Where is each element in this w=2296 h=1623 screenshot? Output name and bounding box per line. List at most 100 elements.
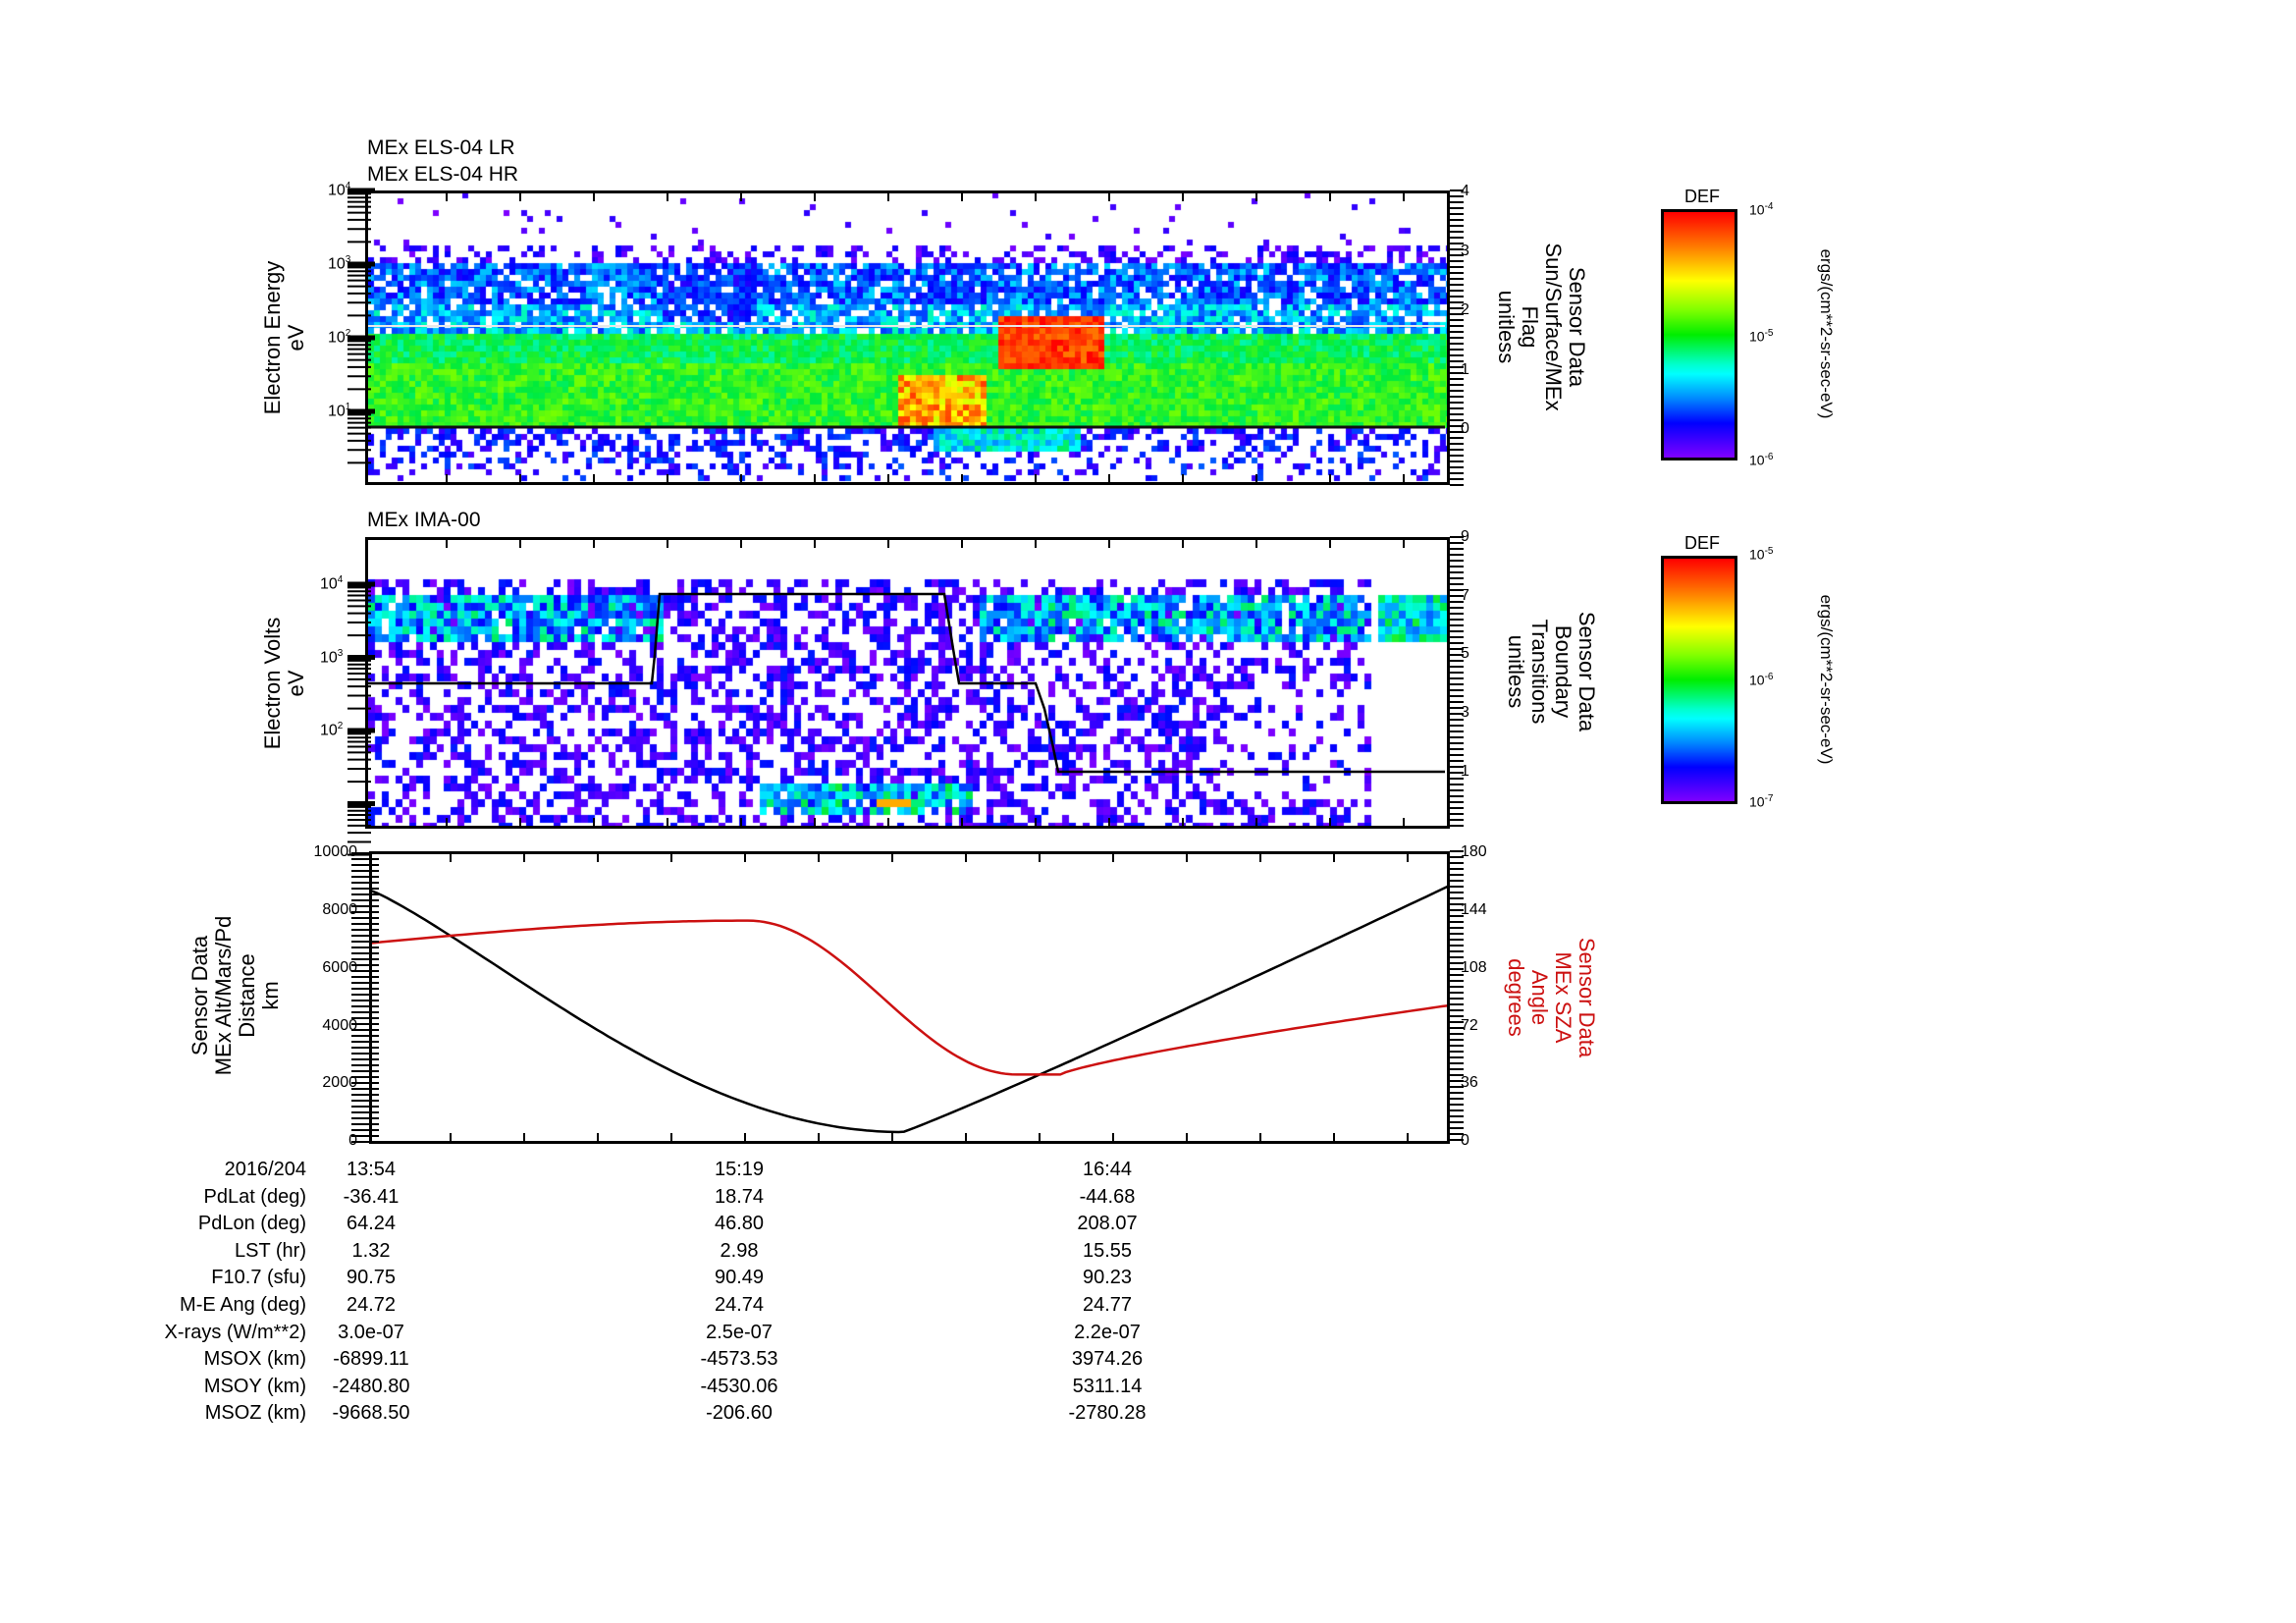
ima-plot-frame [365, 537, 1450, 829]
ephemeris-label: F10.7 (sfu) [211, 1267, 306, 1289]
ima-colorbar-label: DEF [1684, 533, 1720, 553]
ima-rtick-5: 5 [1461, 645, 1469, 662]
ima-cb-tick-mid: 10-6 [1749, 672, 1774, 688]
els-ytick-1e3: 103 [328, 254, 351, 273]
ephemeris-label: LST (hr) [235, 1239, 306, 1262]
ephemeris-value: 3974.26 [1071, 1348, 1144, 1371]
orbit-plot-frame [369, 851, 1450, 1144]
ephemeris-value: -2480.80 [332, 1375, 410, 1397]
ima-colorbar [1661, 556, 1737, 804]
ephemeris-label: X-rays (W/m**2) [164, 1321, 306, 1343]
ephemeris-value: 24.74 [714, 1294, 765, 1316]
ephemeris-label: 2016/204 [224, 1159, 306, 1180]
ephemeris-label: MSOZ (km) [204, 1402, 306, 1425]
ephemeris-value: 24.77 [1082, 1294, 1133, 1316]
els-cb-tick-top: 10-4 [1749, 201, 1774, 218]
ephemeris-value: 15:19 [714, 1159, 765, 1180]
ephemeris-value: 90.49 [714, 1267, 765, 1289]
els-ytick-1e1: 101 [328, 402, 351, 420]
orbit-ytick-6000: 6000 [322, 959, 357, 976]
ima-rtick-3: 3 [1461, 704, 1469, 721]
ephemeris-value: -6899.11 [333, 1348, 409, 1371]
ima-title: MEx IMA-00 [367, 509, 481, 531]
els-rtick-3: 3 [1461, 243, 1469, 259]
els-rtick-1: 1 [1461, 361, 1469, 378]
ephemeris-value: 16:44 [1082, 1159, 1133, 1180]
ima-rtick-9: 9 [1461, 528, 1469, 545]
orbit-rtick-108: 108 [1461, 959, 1487, 976]
els-title-hr: MEx ELS-04 HR [367, 163, 519, 186]
ephemeris-value: 18.74 [714, 1185, 765, 1208]
els-ytick-1e2: 102 [328, 328, 351, 347]
ephemeris-label: PdLon (deg) [197, 1213, 306, 1235]
orbit-ytick-0: 0 [348, 1132, 357, 1149]
ephemeris-label: PdLat (deg) [203, 1185, 306, 1208]
ephemeris-value: -2780.28 [1068, 1402, 1147, 1425]
els-cb-tick-mid: 10-5 [1749, 328, 1774, 345]
ima-rtick-1: 1 [1461, 763, 1469, 780]
orbit-ylabel: Sensor Data MEx Alt/Mars/Pd Distance km [187, 915, 283, 1076]
els-rtick-4: 4 [1461, 183, 1469, 199]
ephemeris-value: -4530.06 [700, 1375, 778, 1397]
ephemeris-value: 3.0e-07 [338, 1321, 404, 1343]
orbit-rtick-72: 72 [1461, 1017, 1478, 1034]
ephemeris-value: 1.32 [351, 1239, 391, 1262]
ephemeris-value: -44.68 [1079, 1185, 1136, 1208]
ephemeris-label: M-E Ang (deg) [180, 1294, 306, 1316]
els-overlay [368, 325, 1445, 429]
els-cb-tick-bot: 10-6 [1749, 452, 1774, 468]
ima-ytick-1e3: 103 [320, 648, 344, 667]
ima-boundary-line [368, 592, 1445, 774]
els-ytick-1e4: 104 [328, 181, 351, 199]
orbit-axis-ticks [351, 850, 1464, 1144]
orbit-ytick-4000: 4000 [322, 1017, 357, 1034]
altitude-line [370, 885, 1449, 1134]
ima-axis-ticks [347, 536, 1464, 856]
ephemeris-value: 5311.14 [1072, 1375, 1143, 1397]
ephemeris-value: 90.23 [1082, 1267, 1133, 1289]
els-colorbar-label: DEF [1684, 187, 1720, 206]
ephemeris-label: MSOX (km) [203, 1348, 306, 1371]
orbit-line-plot [370, 885, 1449, 1134]
els-colorbar-units: ergs/(cm**2-sr-sec-eV) [1817, 248, 1836, 419]
ima-cb-tick-bot: 10-7 [1749, 793, 1774, 810]
ima-colorbar-units: ergs/(cm**2-sr-sec-eV) [1817, 594, 1836, 765]
els-rtick-2: 2 [1461, 301, 1469, 318]
els-ylabel: Electron Energy eV [260, 260, 308, 415]
ima-ytick-1e2: 102 [320, 721, 344, 739]
ephemeris-value: -4573.53 [700, 1348, 778, 1371]
orbit-rtick-0: 0 [1461, 1132, 1469, 1149]
ephemeris-value: 2.2e-07 [1074, 1321, 1141, 1343]
ima-ytick-1e4: 104 [320, 574, 344, 593]
ephemeris-value: 15.55 [1082, 1239, 1133, 1262]
sza-line [370, 919, 1449, 1076]
els-right-label: Sensor Data Sun/Surface/MEx Flag unitles… [1494, 243, 1589, 411]
orbit-right-label: Sensor Data MEx SZA Angle degrees [1504, 937, 1599, 1058]
ephemeris-value: 13:54 [346, 1159, 397, 1180]
ephemeris-value: 2.5e-07 [706, 1321, 773, 1343]
orbit-rtick-144: 144 [1461, 901, 1487, 918]
ephemeris-value: 2.98 [720, 1239, 759, 1262]
ephemeris-value: -9668.50 [332, 1402, 410, 1425]
els-rtick-0: 0 [1461, 420, 1469, 437]
orbit-ytick-10000: 10000 [313, 843, 358, 860]
orbit-rtick-180: 180 [1461, 843, 1487, 860]
ephemeris-label: MSOY (km) [203, 1375, 306, 1397]
ima-ylabel: Electron Volts eV [260, 617, 308, 750]
orbit-ytick-8000: 8000 [322, 901, 357, 918]
ima-rtick-7: 7 [1461, 587, 1469, 604]
ephemeris-value: -36.41 [343, 1185, 400, 1208]
els-title-lr: MEx ELS-04 LR [367, 136, 515, 159]
ephemeris-value: 208.07 [1077, 1213, 1138, 1235]
ephemeris-value: -206.60 [706, 1402, 773, 1425]
els-spectrogram [368, 192, 1448, 483]
els-colorbar [1661, 209, 1737, 460]
ephemeris-value: 24.72 [346, 1294, 397, 1316]
orbit-ytick-2000: 2000 [322, 1074, 357, 1091]
els-axis-ticks [347, 188, 1464, 486]
ima-cb-tick-top: 10-5 [1749, 546, 1774, 563]
ephemeris-value: 90.75 [346, 1267, 397, 1289]
ephemeris-value: 64.24 [346, 1213, 397, 1235]
ephemeris-value: 46.80 [714, 1213, 765, 1235]
ima-right-label: Sensor Data Boundary Transitions unitles… [1504, 611, 1599, 732]
